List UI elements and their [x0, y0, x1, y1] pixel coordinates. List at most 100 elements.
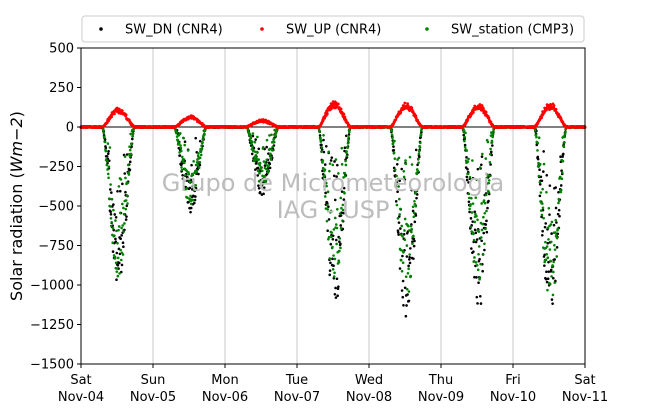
data-point: [122, 206, 125, 210]
data-point: [273, 128, 276, 132]
data-point: [402, 232, 406, 236]
data-point: [263, 164, 267, 167]
data-point: [183, 143, 186, 147]
data-point: [473, 275, 476, 279]
data-point: [403, 101, 407, 105]
data-point: [395, 203, 399, 207]
data-point: [463, 145, 467, 149]
data-point: [465, 175, 469, 179]
data-point: [251, 145, 254, 148]
data-point: [553, 258, 556, 261]
data-point: [175, 131, 179, 134]
data-point: [342, 112, 346, 116]
data-point: [544, 240, 547, 244]
data-point: [412, 257, 415, 260]
data-point: [399, 258, 403, 262]
data-point: [537, 174, 541, 178]
data-point: [410, 227, 414, 231]
data-point: [482, 231, 486, 235]
data-point: [328, 162, 332, 165]
data-point: [108, 188, 112, 191]
data-point: [545, 252, 549, 256]
data-point: [397, 233, 400, 236]
data-point: [331, 245, 334, 249]
data-point: [480, 236, 483, 239]
data-point: [331, 163, 335, 167]
data-point: [195, 170, 199, 174]
data-point: [319, 139, 323, 143]
data-point: [411, 240, 414, 244]
data-point: [395, 174, 398, 178]
data-point: [406, 104, 410, 108]
data-point: [472, 232, 475, 236]
data-point: [413, 199, 416, 203]
data-point: [468, 210, 471, 214]
data-point: [318, 134, 322, 137]
data-point: [469, 203, 472, 206]
data-point: [116, 274, 120, 278]
data-point: [467, 196, 471, 200]
data-point: [121, 202, 124, 206]
data-point: [131, 137, 134, 141]
data-point: [482, 199, 486, 202]
data-point: [545, 270, 548, 274]
data-point: [465, 149, 469, 152]
data-point: [103, 140, 107, 144]
data-point: [403, 229, 406, 232]
data-point: [407, 290, 411, 293]
data-point: [409, 247, 412, 250]
y-tick-label: −750: [38, 239, 74, 254]
data-point: [182, 136, 185, 140]
data-point: [554, 186, 558, 189]
data-point: [467, 181, 470, 184]
data-point: [491, 132, 495, 136]
data-point: [475, 214, 478, 218]
data-point: [339, 107, 343, 111]
data-point: [265, 145, 268, 149]
data-point: [471, 111, 475, 114]
data-point: [473, 220, 477, 224]
data-point: [250, 140, 254, 144]
data-point: [252, 158, 256, 161]
data-point: [408, 261, 412, 265]
data-point: [544, 277, 548, 281]
data-point: [474, 240, 478, 244]
data-point: [410, 188, 414, 192]
data-point: [111, 250, 115, 253]
y-tick-label: −1000: [30, 279, 74, 294]
data-point: [114, 215, 118, 219]
data-point: [469, 217, 473, 220]
data-point: [332, 174, 336, 178]
data-point: [103, 138, 107, 141]
data-point: [322, 133, 325, 137]
data-point: [548, 282, 552, 286]
data-point: [487, 191, 490, 194]
data-point: [487, 199, 490, 203]
data-point: [343, 149, 346, 153]
data-point: [253, 140, 257, 144]
data-point: [125, 204, 129, 208]
data-point: [397, 185, 400, 188]
data-point: [342, 186, 346, 190]
data-point: [462, 133, 466, 137]
data-point: [272, 140, 276, 144]
x-tick-day-label: Mon: [211, 373, 238, 388]
data-point: [182, 158, 186, 161]
data-point: [484, 227, 487, 231]
data-point: [480, 202, 483, 205]
data-point: [477, 281, 480, 285]
data-point: [476, 268, 480, 272]
data-point: [401, 261, 405, 265]
data-point: [107, 176, 110, 180]
data-point: [115, 251, 119, 255]
data-point: [546, 256, 550, 259]
data-point: [177, 142, 181, 145]
data-point: [410, 163, 414, 166]
data-point: [120, 258, 123, 262]
data-point: [342, 211, 345, 215]
data-point: [404, 159, 407, 162]
data-point: [256, 135, 259, 139]
data-point: [468, 207, 471, 211]
data-point: [399, 248, 402, 252]
data-point: [557, 208, 561, 212]
